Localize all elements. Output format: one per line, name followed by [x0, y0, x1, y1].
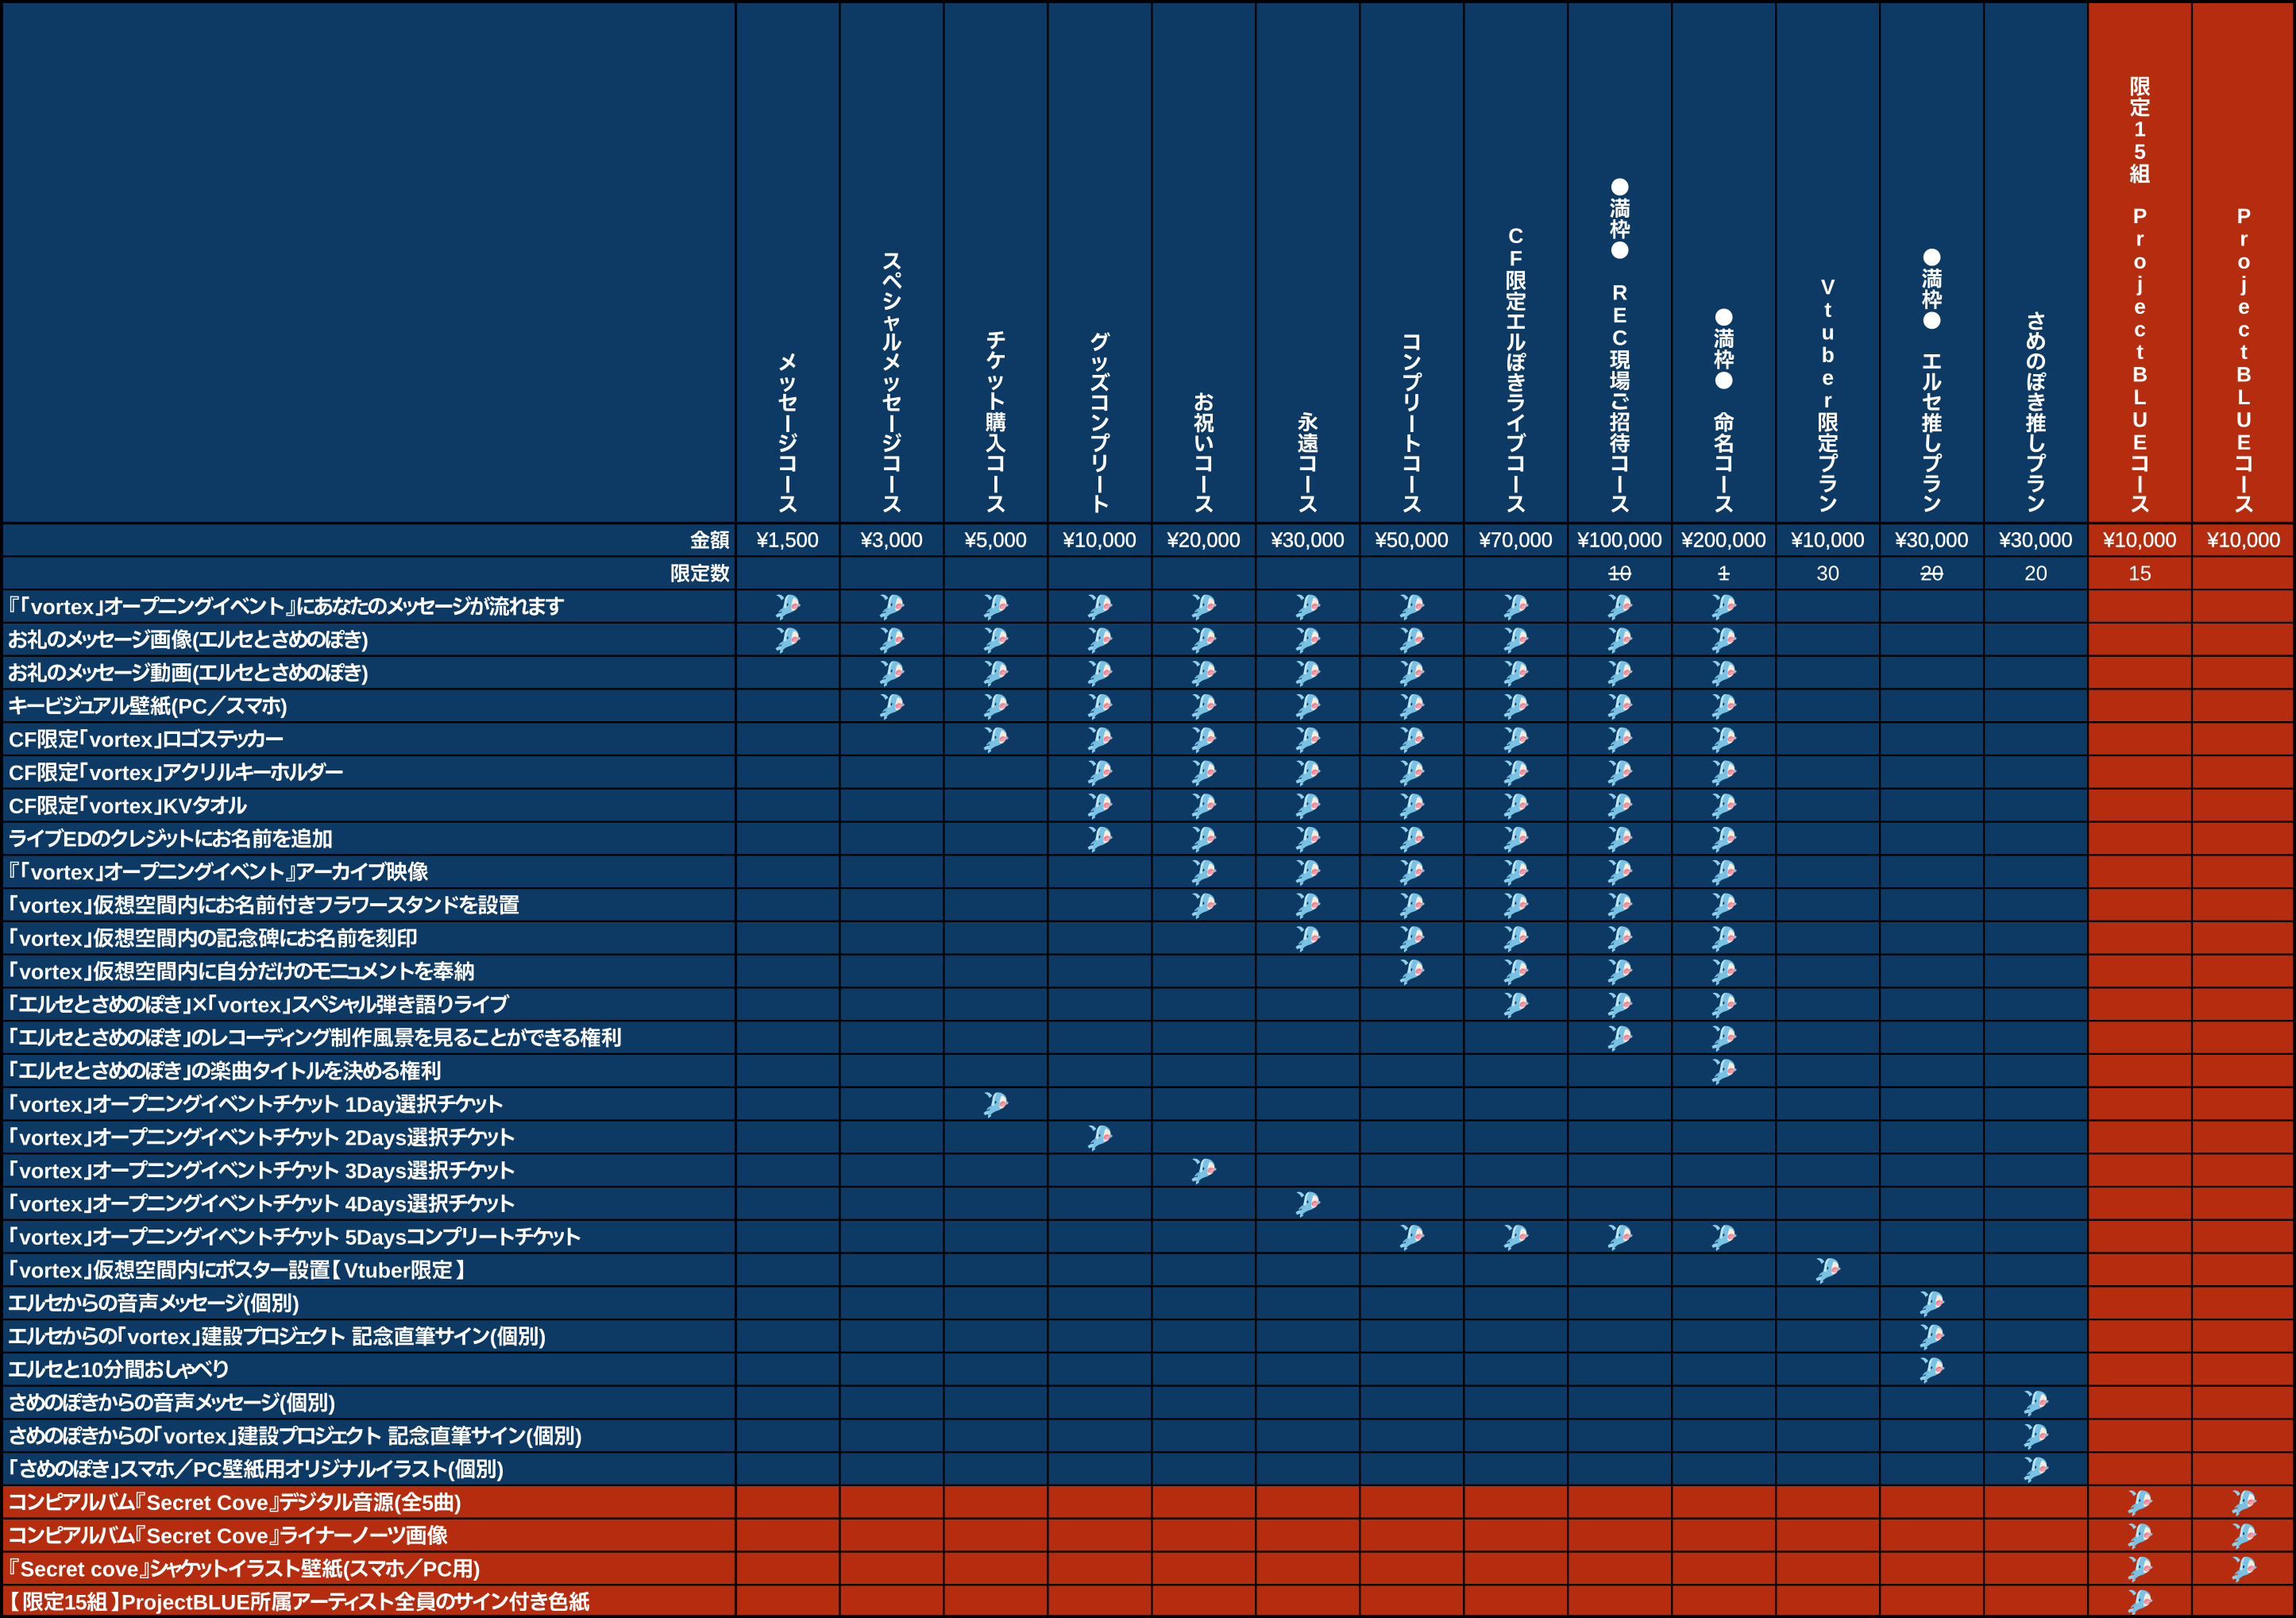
svg-text:¥10,000: ¥10,000: [2206, 530, 2280, 552]
svg-text:¥20,000: ¥20,000: [1167, 530, 1241, 552]
svg-text:1: 1: [1718, 561, 1729, 585]
svg-text:¥3,000: ¥3,000: [860, 530, 923, 552]
svg-text:15: 15: [2128, 561, 2151, 585]
svg-text:¥10,000: ¥10,000: [1063, 530, 1136, 552]
svg-text:¥200,000: ¥200,000: [1681, 530, 1766, 552]
svg-text:¥100,000: ¥100,000: [1577, 530, 1662, 552]
svg-text:20: 20: [2024, 561, 2047, 585]
svg-text:10: 10: [1608, 561, 1631, 585]
svg-text:¥30,000: ¥30,000: [1271, 530, 1345, 552]
svg-text:¥10,000: ¥10,000: [1791, 530, 1865, 552]
svg-text:¥70,000: ¥70,000: [1479, 530, 1553, 552]
svg-text:¥30,000: ¥30,000: [1895, 530, 1969, 552]
svg-text:¥50,000: ¥50,000: [1375, 530, 1449, 552]
svg-text:¥10,000: ¥10,000: [2103, 530, 2177, 552]
svg-text:¥1,500: ¥1,500: [756, 530, 819, 552]
svg-text:30: 30: [1816, 561, 1839, 585]
svg-text:20: 20: [1920, 561, 1943, 585]
svg-text:¥30,000: ¥30,000: [1999, 530, 2073, 552]
svg-text:¥5,000: ¥5,000: [964, 530, 1027, 552]
